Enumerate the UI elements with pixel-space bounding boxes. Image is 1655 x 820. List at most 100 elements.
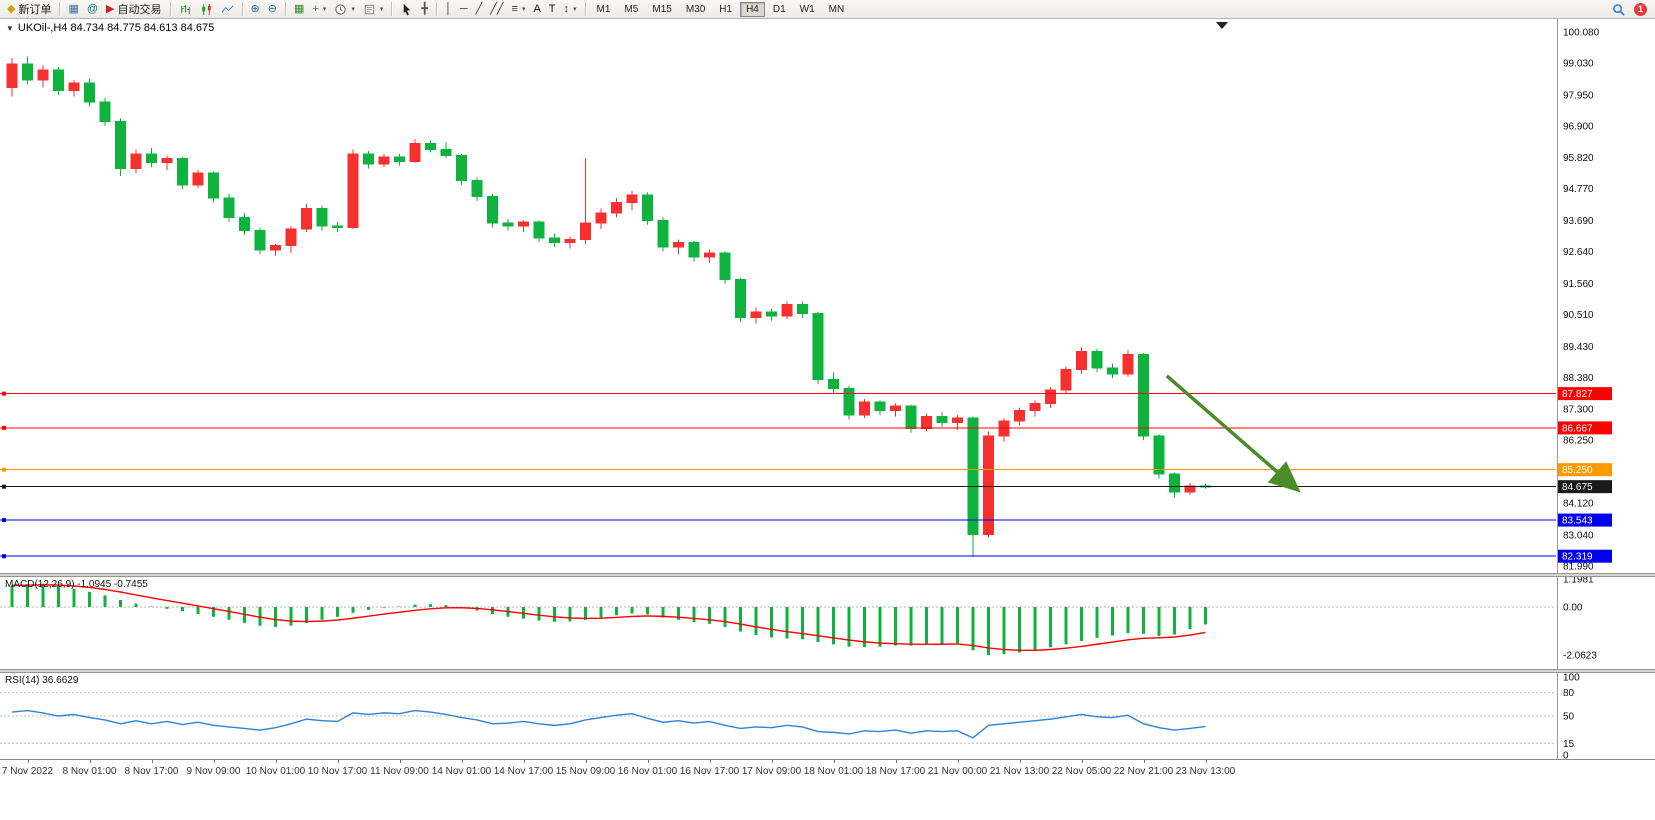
price-axis-label: 96.900 (1563, 121, 1594, 132)
time-label: 18 Nov 01:00 (803, 766, 864, 777)
price-tag[interactable] (1558, 513, 1612, 527)
time-axis[interactable]: 7 Nov 2022 8 Nov 01:00 8 Nov 17:00 9 Nov 09… (0, 759, 1655, 782)
time-tick (89, 760, 91, 763)
toolbar-separator (169, 2, 171, 16)
price-tag[interactable] (1558, 421, 1612, 435)
macd-axis-label: 1.1981 (1563, 577, 1594, 586)
time-tick (213, 760, 215, 763)
time-label: 22 Nov 21:00 (1113, 766, 1174, 777)
price-axis-label: 90.510 (1563, 310, 1594, 321)
price-axis-label: 89.430 (1563, 342, 1594, 353)
time-label: 10 Nov 17:00 (307, 766, 368, 777)
new-order-button[interactable]: ◆ 新订单 (7, 2, 52, 16)
price-tag[interactable] (1558, 463, 1612, 477)
line-chart-icon[interactable] (217, 0, 238, 18)
cursor-icon[interactable] (396, 0, 417, 18)
trend-arrow[interactable] (1165, 374, 1301, 493)
time-label: 7 Nov 2022 (1, 766, 54, 777)
price-tag[interactable] (1558, 480, 1612, 494)
price-tag[interactable] (1558, 387, 1612, 401)
timeframe-button-m5[interactable]: M5 (624, 3, 639, 15)
macd-signal-line (11, 584, 1206, 651)
price-axis-label: 100.080 (1563, 27, 1600, 38)
rsi-axis-label: 50 (1563, 712, 1575, 723)
tile-windows-icon[interactable]: ▦ (293, 2, 305, 15)
trendline-icon[interactable]: ╱ (475, 2, 483, 15)
timeframe-button-w1[interactable]: W1 (799, 3, 815, 15)
time-tick (523, 760, 525, 763)
macd-canvas[interactable]: 1.1981 0.00 -2.0623 (0, 577, 1655, 669)
price-tag[interactable] (1558, 549, 1612, 563)
toolbar-separator (391, 2, 393, 16)
time-tick (1205, 760, 1207, 763)
charts-window-icon[interactable]: ▦ (68, 2, 79, 15)
timeframe-button-m1[interactable]: M1 (596, 3, 611, 15)
time-tick (895, 760, 897, 763)
channel-icon[interactable]: ╱╱ (490, 2, 504, 15)
panel-splitter[interactable] (0, 573, 1655, 577)
notification-badge[interactable]: 1 (1634, 2, 1647, 16)
time-label: 21 Nov 13:00 (989, 766, 1050, 777)
chart-expander-icon[interactable]: ▼ (6, 23, 14, 33)
time-tick (1019, 760, 1021, 763)
timeframe-button-m15[interactable]: M15 (652, 3, 672, 15)
time-label: 8 Nov 01:00 (62, 766, 117, 777)
time-label: 8 Nov 17:00 (124, 766, 179, 777)
price-axis-label: 86.250 (1563, 436, 1594, 447)
templates-button[interactable]: ▾ (359, 0, 388, 18)
rsi-axis[interactable]: 100 80 50 150 (1557, 673, 1581, 759)
macd-axis[interactable]: 1.1981 0.00 -2.0623 (1557, 577, 1598, 669)
new-order-button-label: 新订单 (18, 4, 52, 16)
timeframe-button-h1[interactable]: H1 (719, 3, 733, 15)
periods-button[interactable]: ▾ (330, 0, 359, 18)
webtrader-icon[interactable]: @ (86, 2, 99, 15)
candlestick-chart-icon[interactable] (196, 0, 217, 18)
time-tick (833, 760, 835, 763)
rsi-panel: 100 80 50 15 0 RSI(14) 36.6629 (0, 673, 1655, 759)
panel-splitter[interactable] (0, 669, 1655, 673)
text-icon[interactable]: A (533, 2, 541, 15)
search-icon[interactable] (1608, 0, 1629, 18)
time-label: 22 Nov 05:00 (1051, 766, 1112, 777)
time-tick (1081, 760, 1083, 763)
zoom-out-icon[interactable]: ⊖ (267, 2, 277, 15)
rsi-canvas[interactable]: 100 80 50 150 (0, 673, 1655, 759)
price-axis[interactable]: 100.080 99.030 97.950 96.900 95.820 94.770 93.… (1557, 19, 1613, 573)
main-chart-canvas[interactable]: 100.080 99.030 97.950 96.900 95.820 94.770 93.… (0, 19, 1655, 573)
indicators-button[interactable]: + ▾ (312, 2, 327, 15)
price-axis-label: 92.640 (1563, 247, 1594, 258)
time-label: 15 Nov 09:00 (555, 766, 616, 777)
time-tick (275, 760, 277, 763)
price-axis-label: 95.820 (1563, 153, 1594, 164)
level-handle (2, 484, 6, 489)
autotrade-button[interactable]: ▶ 自动交易 (106, 2, 162, 16)
dropdown-caret-icon: ▾ (521, 6, 526, 13)
level-lines[interactable] (0, 391, 1556, 559)
time-tick (647, 760, 649, 763)
timeframe-button-d1[interactable]: D1 (772, 3, 786, 15)
time-label: 16 Nov 01:00 (617, 766, 678, 777)
bar-chart-icon[interactable] (175, 0, 196, 18)
timeframe-button-mn[interactable]: MN (828, 3, 845, 15)
price-tag-label: 86.667 (1562, 423, 1593, 434)
timeframe-button-h4[interactable]: H4 (740, 1, 765, 17)
level-handle (2, 518, 6, 523)
horizontal-line-icon[interactable]: ─ (459, 2, 468, 15)
candles (6, 56, 1211, 557)
vertical-line-icon[interactable]: │ (444, 2, 452, 15)
fibonacci-icon[interactable]: ≡ ▾ (511, 2, 526, 15)
rsi-label: RSI(14) 36.6629 (5, 675, 79, 686)
arrows-icon[interactable]: ↕ ▾ (563, 2, 577, 15)
dropdown-caret-icon: ▾ (573, 6, 577, 13)
chart-shift-marker-icon (1216, 22, 1228, 29)
crosshair-icon[interactable]: ╋ (421, 2, 428, 15)
dropdown-caret-icon: ▾ (379, 6, 384, 13)
time-tick (337, 760, 339, 763)
price-axis-label: 87.300 (1563, 405, 1594, 416)
zoom-in-icon[interactable]: ⊕ (250, 2, 260, 15)
main-chart-panel: 100.080 99.030 97.950 96.900 95.820 94.770 93.… (0, 19, 1655, 573)
timeframe-button-m30[interactable]: M30 (685, 3, 706, 15)
time-label: 14 Nov 01:00 (431, 766, 492, 777)
label-icon[interactable]: T (548, 2, 556, 15)
price-tag-label: 85.250 (1562, 465, 1593, 476)
